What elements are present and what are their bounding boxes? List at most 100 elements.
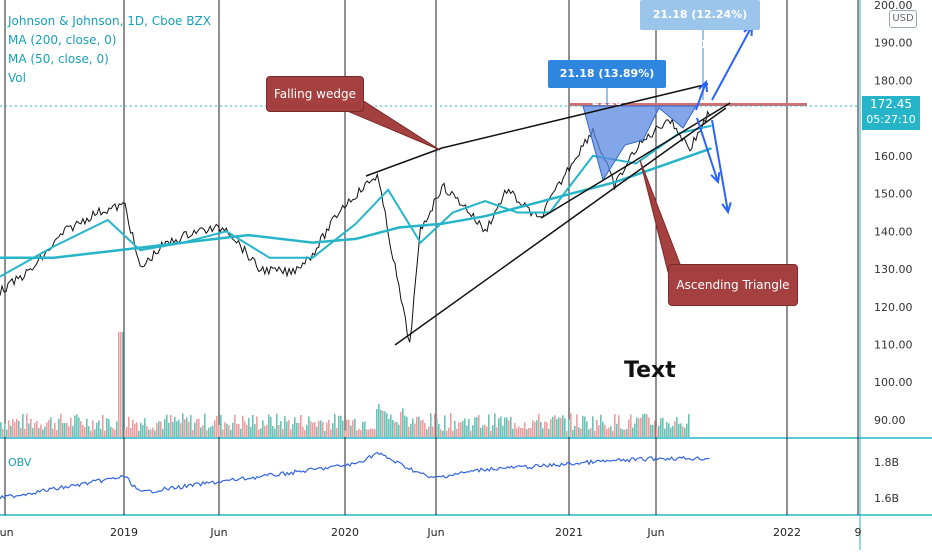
volume-bar [246,424,248,437]
volume-bar [196,419,198,437]
volume-bar [546,422,548,437]
volume-bar [684,427,686,437]
volume-bar [532,420,534,437]
volume-bar [12,419,14,437]
volume-bar [190,415,192,437]
obv-legend[interactable]: OBV [8,456,32,469]
text-annotation[interactable]: Text [624,358,676,383]
volume-bar [62,423,64,437]
volume-bar [484,424,486,437]
x-tick-label: Jun [646,526,664,539]
resistance-band [569,103,807,106]
volume-bar [76,414,78,437]
volume-bar [156,423,158,437]
volume-bar [646,414,648,437]
volume-bar [178,419,180,437]
volume-bar [92,420,94,437]
volume-bar [260,428,262,437]
volume-bar [634,423,636,437]
falling-wedge-callout[interactable]: Falling wedge [266,76,364,112]
currency-badge[interactable]: USD [889,10,917,28]
volume-bar [452,430,454,437]
volume-bar [16,418,18,437]
volume-bar [376,409,378,437]
volume-bar [528,427,530,437]
volume-bar [336,427,338,437]
volume-bar [372,428,374,437]
volume-legend[interactable]: Vol [8,71,26,85]
volume-bar [124,429,126,437]
volume-bar [642,414,644,437]
volume-bar [430,413,432,437]
volume-bar [510,416,512,437]
volume-bar [378,403,380,437]
volume-bar [674,421,676,437]
volume-bar [544,421,546,437]
arrow-down-long [711,119,729,213]
volume-bar [420,420,422,437]
volume-bar [636,417,638,437]
volume-bar [232,422,234,437]
wedge-upper-left [365,147,443,177]
volume-bar [656,428,658,437]
arrow-up-long [711,25,753,101]
volume-bar [212,425,214,437]
y-tick-label: 110.00 [874,338,913,351]
volume-bar [364,421,366,437]
volume-bar [72,426,74,437]
volume-bar [340,415,342,437]
volume-bar [342,420,344,437]
volume-bar [238,423,240,437]
volume-bar [86,418,88,437]
volume-bar [106,418,108,437]
volume-bar [428,426,430,437]
volume-bar [300,415,302,437]
volume-bar [174,416,176,437]
volume-bar [332,423,334,437]
volume-bar [512,428,514,437]
volume-bar [392,420,394,437]
volume-bar [66,422,68,437]
volume-bar [22,414,24,437]
volume-bar [496,427,498,437]
volume-bar [670,427,672,437]
volume-bar [158,421,160,437]
volume-bar [628,419,630,437]
ascending-triangle-callout[interactable]: Ascending Triangle [668,264,798,306]
volume-bar [610,426,612,437]
volume-bar [132,419,134,437]
measure-label-1[interactable]: 21.18 (13.89%) 2118 [548,60,666,108]
y-tick-label: 100.00 [874,376,913,389]
ma200-legend[interactable]: MA (200, close, 0) [8,33,117,47]
volume-bar [18,420,20,437]
volume-bar [52,428,54,437]
ma50-legend[interactable]: MA (50, close, 0) [8,52,109,66]
volume-bar [500,416,502,437]
wedge-upper-line [441,83,709,149]
volume-bar [560,418,562,437]
volume-bar [192,430,194,437]
volume-bar [520,428,522,437]
volume-bar [488,414,490,437]
volume-bar [668,423,670,437]
pattern-shading [582,105,697,182]
symbol-title[interactable]: Johnson & Johnson, 1D, Cboe BZX [8,14,211,28]
chart-legend: Johnson & Johnson, 1D, Cboe BZX MA (200,… [8,12,211,88]
volume-bar [522,427,524,437]
measure-label-2[interactable]: 21.18 (12.24%) 2118 [640,0,760,51]
volume-bar [456,428,458,437]
volume-bar [266,425,268,437]
volume-bar [224,422,226,437]
volume-bar [352,420,354,437]
volume-bar [256,416,258,437]
volume-bar [292,424,294,437]
volume-bar [32,427,34,437]
y-tick-label: 190.00 [874,37,913,50]
volume-bar [604,424,606,437]
volume-bar [556,419,558,437]
volume-bar [494,413,496,437]
x-tick-label: Jun [209,526,227,539]
volume-bar [626,428,628,437]
volume-bar [96,422,98,437]
volume-bar [318,420,320,437]
